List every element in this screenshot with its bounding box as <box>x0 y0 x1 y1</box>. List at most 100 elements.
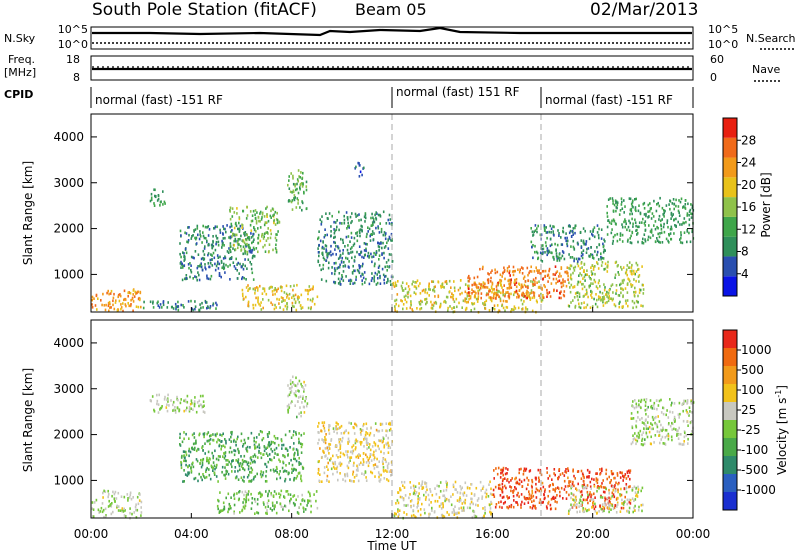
colorbar-tick-label: -100 <box>741 443 768 457</box>
colorbar-swatch <box>723 456 737 474</box>
colorbar-swatch <box>723 348 737 366</box>
power-panel: 1000 2000 3000 4000 <box>53 113 695 314</box>
colorbar-tick-label: -1000 <box>741 483 776 497</box>
time-tick-label: 04:00 <box>174 527 209 541</box>
nsky-tick-bottom: 10^0 <box>58 38 88 51</box>
echo-region <box>287 169 308 212</box>
colorbar-swatch <box>723 118 737 138</box>
cpid-mode-1: normal (fast) -151 RF <box>95 93 223 107</box>
echo-region <box>317 210 394 286</box>
echo-region <box>606 196 695 245</box>
colorbar-tick-label: 24 <box>741 156 756 170</box>
echo-region <box>149 188 166 207</box>
power-echo-layer <box>91 161 695 314</box>
echo-region <box>630 398 695 447</box>
station-title: South Pole Station (fitACF) <box>92 0 317 20</box>
time-tick-label: 12:00 <box>375 527 410 541</box>
colorbar-tick-label: 4 <box>741 267 749 281</box>
cpid-mode-2: normal (fast) 151 RF <box>396 85 520 99</box>
colorbar-swatch <box>723 420 737 438</box>
velocity-colorbar: 1000 500 100 25 -25 -100 -500 -1000 <box>722 329 776 511</box>
colorbar-swatch <box>723 330 737 348</box>
colorbar-swatch <box>723 236 737 257</box>
echo-region <box>567 260 645 310</box>
range-tick-label: 2000 <box>53 222 84 236</box>
freq-tick-top: 18 <box>66 53 80 66</box>
time-axis-label: Time UT <box>366 539 417 553</box>
nsky-tick-top: 10^5 <box>58 23 88 36</box>
colorbar-swatch <box>723 177 737 198</box>
nsearch-label: N.Search <box>746 32 796 45</box>
colorbar-swatch <box>723 384 737 402</box>
colorbar-swatch <box>723 216 737 237</box>
velocity-ylabel: Slant Range [km] <box>21 368 35 472</box>
velocity-echo-layer <box>91 375 695 520</box>
colorbar-tick-label: 8 <box>741 245 749 259</box>
nsky-panel <box>90 26 694 50</box>
colorbar-swatch <box>723 256 737 277</box>
colorbar-swatch <box>723 492 737 510</box>
colorbar-swatch <box>723 366 737 384</box>
time-tick-label: 20:00 <box>575 527 610 541</box>
echo-region <box>317 421 393 483</box>
nave-tick-bottom: 0 <box>710 71 717 84</box>
range-tick-label: 3000 <box>53 382 84 396</box>
echo-region <box>530 224 606 263</box>
freq-label: Freq. <box>8 53 35 66</box>
colorbar-tick-label: 100 <box>741 383 764 397</box>
nsky-label: N.Sky <box>4 32 36 45</box>
colorbar-tick-label: 12 <box>741 222 756 236</box>
nave-label: Nave <box>752 63 780 76</box>
nsearch-tick-top: 10^5 <box>708 23 738 36</box>
colorbar-tick-label: -500 <box>741 463 768 477</box>
echo-region <box>467 265 569 300</box>
colorbar-tick-label: 16 <box>741 200 756 214</box>
power-colorbar: 28 24 20 16 12 8 4 <box>722 117 756 297</box>
echo-region <box>567 485 644 515</box>
range-tick-label: 1000 <box>53 473 84 487</box>
echo-region <box>392 279 544 314</box>
colorbar-swatch <box>723 276 737 296</box>
date-label: 02/Mar/2013 <box>590 0 698 20</box>
cpid-strip <box>90 87 694 108</box>
range-tick-label: 1000 <box>53 267 84 281</box>
echo-region <box>229 205 281 254</box>
echo-region <box>241 283 319 312</box>
range-tick-label: 2000 <box>53 428 84 442</box>
echo-region <box>216 489 319 515</box>
colorbar-tick-label: -25 <box>741 423 761 437</box>
range-tick-label: 3000 <box>53 176 84 190</box>
time-tick-label: 00:00 <box>676 527 711 541</box>
echo-region <box>492 466 632 511</box>
nave-tick-top: 60 <box>710 53 724 66</box>
echo-region <box>91 489 143 520</box>
velocity-colorbar-label: Velocity [m s-1] <box>774 385 789 475</box>
echo-region <box>354 161 365 178</box>
colorbar-swatch <box>723 474 737 492</box>
colorbar-swatch <box>723 137 737 158</box>
echo-region <box>286 375 309 419</box>
time-tick-label: 08:00 <box>274 527 309 541</box>
echo-region <box>179 430 305 483</box>
colorbar-tick-label: 20 <box>741 178 756 192</box>
echo-region <box>179 224 256 282</box>
echo-region <box>91 288 142 313</box>
colorbar-swatch <box>723 197 737 217</box>
nsearch-tick-bottom: 10^0 <box>708 38 738 51</box>
colorbar-tick-label: 25 <box>741 403 756 417</box>
colorbar-tick-label: 28 <box>741 133 756 147</box>
colorbar-tick-label: 1000 <box>741 343 772 357</box>
power-colorbar-label: Power [dB] <box>759 172 773 237</box>
colorbar-tick-label: 500 <box>741 363 764 377</box>
colorbar-swatch <box>723 402 737 420</box>
cpid-mode-3: normal (fast) -151 RF <box>545 93 673 107</box>
time-tick-label: 00:00 <box>74 527 109 541</box>
freq-panel <box>90 55 694 81</box>
echo-region <box>149 393 206 414</box>
range-tick-label: 4000 <box>53 336 84 350</box>
time-axis: 00:00 04:00 08:00 12:00 16:00 20:00 00:00 <box>74 307 711 541</box>
power-ylabel: Slant Range [km] <box>21 161 35 265</box>
time-tick-label: 16:00 <box>475 527 510 541</box>
freq-tick-bottom: 8 <box>73 71 80 84</box>
